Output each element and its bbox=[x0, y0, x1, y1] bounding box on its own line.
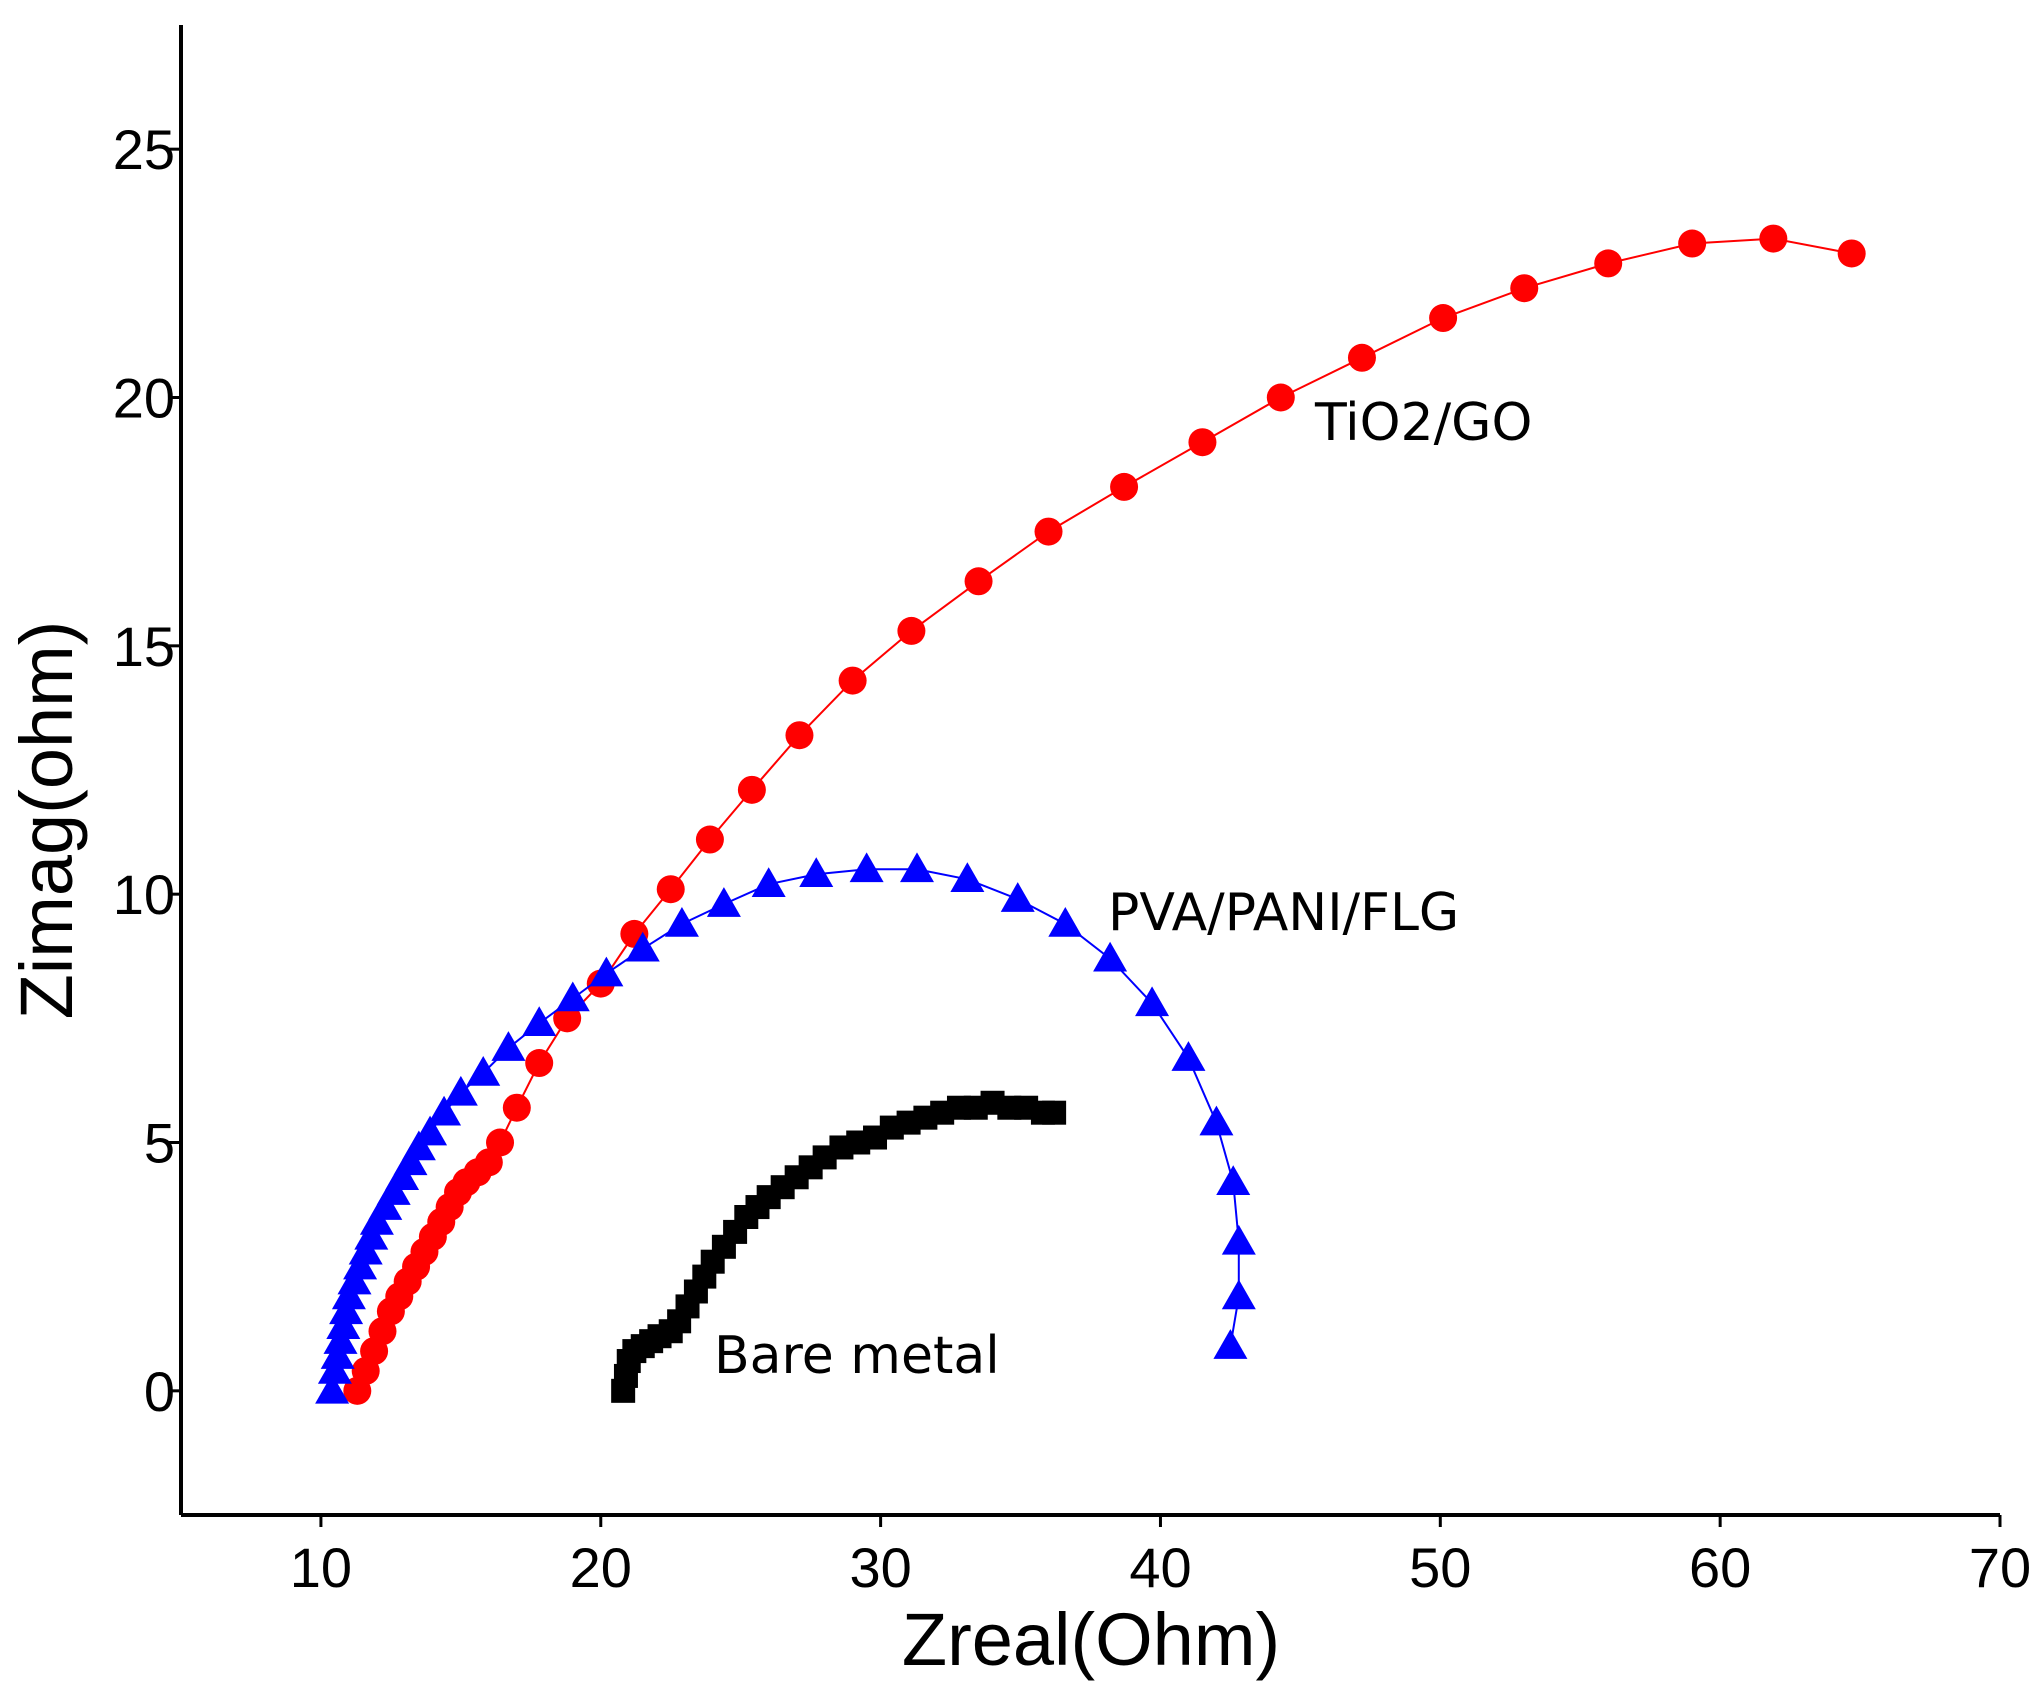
x-axis-title: Zreal(Ohm) bbox=[902, 1598, 1280, 1681]
data-point-tio2-go bbox=[1266, 383, 1295, 412]
data-point-bare-metal bbox=[1042, 1100, 1067, 1125]
data-point-pva-pani-flg bbox=[427, 1095, 462, 1126]
data-point-pva-pani-flg bbox=[466, 1055, 501, 1086]
y-tick-label: 0 bbox=[144, 1360, 175, 1423]
labels: Zreal(Ohm) Zimag(ohm) TiO2/GO PVA/PANI/F… bbox=[5, 393, 1532, 1681]
data-point-pva-pani-flg bbox=[625, 931, 660, 962]
axes bbox=[179, 25, 2000, 1517]
data-point-tio2-go bbox=[1034, 517, 1063, 546]
data-point-pva-pani-flg bbox=[1199, 1105, 1234, 1136]
data-point-pva-pani-flg bbox=[401, 1130, 436, 1161]
data-point-pva-pani-flg bbox=[413, 1115, 448, 1146]
data-point-tio2-go bbox=[502, 1093, 531, 1122]
data-point-tio2-go bbox=[1594, 249, 1623, 278]
data-point-tio2-go bbox=[525, 1049, 554, 1078]
data-point-pva-pani-flg bbox=[359, 1204, 394, 1235]
data-point-pva-pani-flg bbox=[1135, 986, 1170, 1017]
ticks: 10 20 30 40 50 60 70 0 5 10 15 20 25 bbox=[113, 118, 2031, 1599]
data-point-tio2-go bbox=[1510, 274, 1539, 303]
series-line-tio2-go bbox=[356, 237, 1852, 1392]
data-point-pva-pani-flg bbox=[706, 887, 741, 917]
series-label-tio2-go: TiO2/GO bbox=[1314, 393, 1532, 453]
data-point-pva-pani-flg bbox=[849, 852, 884, 883]
y-tick-label: 25 bbox=[113, 118, 175, 181]
x-tick-label: 40 bbox=[1129, 1536, 1191, 1599]
data-point-tio2-go bbox=[737, 775, 766, 804]
data-point-tio2-go bbox=[553, 1004, 582, 1033]
data-point-pva-pani-flg bbox=[950, 862, 985, 893]
data-point-pva-pani-flg bbox=[899, 852, 934, 883]
data-point-pva-pani-flg bbox=[331, 1279, 366, 1310]
data-point-pva-pani-flg bbox=[337, 1264, 372, 1295]
series-label-pva-pani-flg: PVA/PANI/FLG bbox=[1108, 883, 1459, 943]
data-point-tio2-go bbox=[785, 721, 814, 750]
data-point-tio2-go bbox=[964, 567, 993, 596]
data-point-tio2-go bbox=[1110, 472, 1139, 501]
data-point-tio2-go bbox=[1759, 224, 1788, 253]
data-point-pva-pani-flg bbox=[664, 906, 699, 937]
series-bare-metal bbox=[611, 1090, 1067, 1403]
data-point-pva-pani-flg bbox=[317, 1353, 352, 1384]
series-tio2-go bbox=[343, 224, 1866, 1405]
data-point-tio2-go bbox=[695, 825, 724, 854]
data-point-pva-pani-flg bbox=[343, 1249, 378, 1280]
data-point-pva-pani-flg bbox=[348, 1234, 383, 1265]
data-point-tio2-go bbox=[1347, 343, 1376, 372]
data-point-tio2-go bbox=[897, 616, 926, 645]
data-point-tio2-go bbox=[1837, 239, 1866, 268]
data-point-pva-pani-flg bbox=[799, 857, 834, 888]
data-point-tio2-go bbox=[838, 666, 867, 695]
data-point-tio2-go bbox=[486, 1128, 515, 1157]
series-line-pva-pani-flg bbox=[331, 868, 1240, 1391]
x-tick-label: 60 bbox=[1689, 1536, 1751, 1599]
data-point-tio2-go bbox=[656, 875, 685, 904]
series-label-bare-metal: Bare metal bbox=[714, 1326, 1000, 1386]
data-point-pva-pani-flg bbox=[1213, 1329, 1248, 1359]
x-tick-label: 70 bbox=[1969, 1536, 2031, 1599]
data-point-tio2-go bbox=[1678, 229, 1707, 258]
x-tick-label: 10 bbox=[290, 1536, 352, 1599]
y-axis-title: Zimag(ohm) bbox=[5, 621, 88, 1020]
data-point-pva-pani-flg bbox=[555, 981, 590, 1012]
data-point-pva-pani-flg bbox=[376, 1175, 411, 1205]
data-point-pva-pani-flg bbox=[385, 1160, 420, 1191]
data-point-pva-pani-flg bbox=[1048, 906, 1083, 937]
y-tick-label: 20 bbox=[113, 367, 175, 430]
data-point-pva-pani-flg bbox=[320, 1339, 355, 1369]
y-tick-label: 5 bbox=[144, 1112, 175, 1175]
data-point-pva-pani-flg bbox=[1216, 1165, 1251, 1195]
data-point-pva-pani-flg bbox=[329, 1294, 364, 1325]
data-point-pva-pani-flg bbox=[1171, 1041, 1206, 1071]
data-point-pva-pani-flg bbox=[326, 1309, 361, 1340]
x-tick-label: 30 bbox=[849, 1536, 911, 1599]
data-point-pva-pani-flg bbox=[443, 1075, 478, 1106]
data-point-pva-pani-flg bbox=[1221, 1224, 1256, 1255]
data-point-pva-pani-flg bbox=[368, 1190, 403, 1220]
data-point-pva-pani-flg bbox=[589, 956, 624, 987]
x-tick-label: 20 bbox=[570, 1536, 632, 1599]
series-layer bbox=[315, 224, 1866, 1405]
y-tick-label: 15 bbox=[113, 615, 175, 678]
data-point-pva-pani-flg bbox=[491, 1031, 526, 1061]
data-point-tio2-go bbox=[1429, 304, 1458, 333]
y-tick-label: 10 bbox=[113, 863, 175, 926]
data-point-pva-pani-flg bbox=[315, 1373, 350, 1404]
data-point-pva-pani-flg bbox=[1221, 1279, 1256, 1310]
data-point-pva-pani-flg bbox=[354, 1219, 389, 1250]
data-point-pva-pani-flg bbox=[751, 867, 786, 897]
series-pva-pani-flg bbox=[315, 852, 1256, 1404]
data-point-pva-pani-flg bbox=[1000, 882, 1035, 912]
data-point-pva-pani-flg bbox=[522, 1006, 557, 1037]
data-point-pva-pani-flg bbox=[393, 1145, 428, 1176]
data-point-pva-pani-flg bbox=[323, 1324, 358, 1354]
data-point-tio2-go bbox=[1188, 428, 1217, 457]
data-point-pva-pani-flg bbox=[1093, 941, 1128, 972]
x-tick-label: 50 bbox=[1409, 1536, 1471, 1599]
